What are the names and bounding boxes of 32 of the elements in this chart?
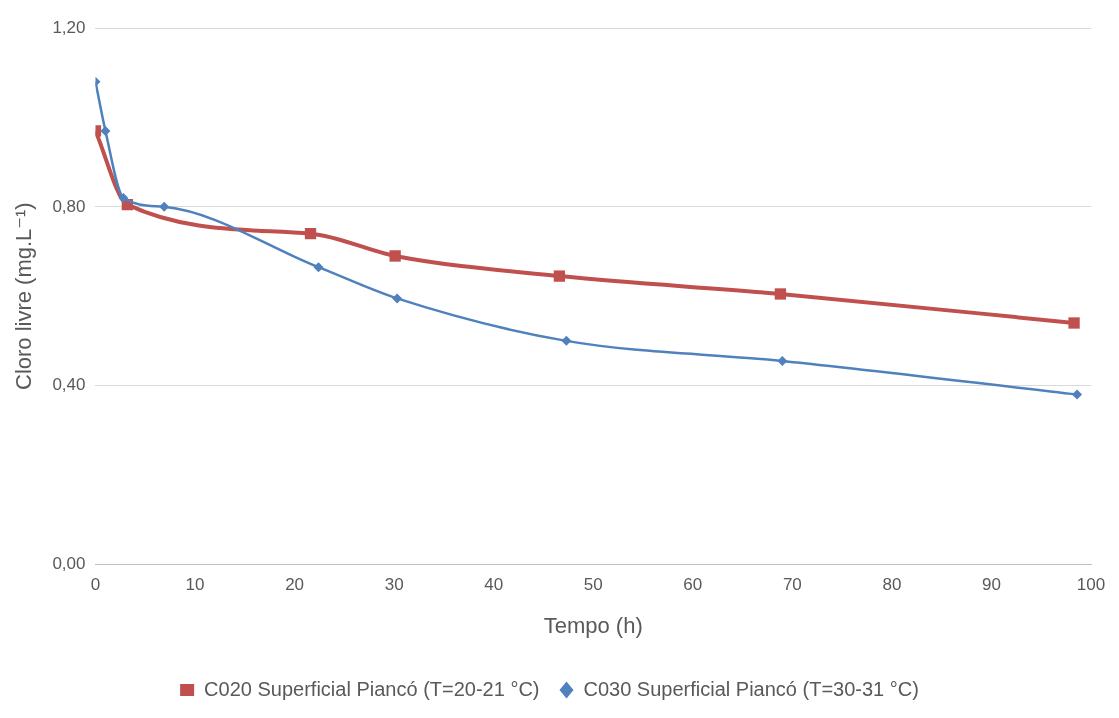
x-tick-label: 70 <box>782 575 802 595</box>
y-tick-label: 0,00 <box>52 553 86 573</box>
point <box>561 335 572 346</box>
point <box>159 201 170 212</box>
x-tick-label: 30 <box>384 575 404 595</box>
y-tick-label: 0,40 <box>52 375 86 395</box>
x-tick-label: 40 <box>484 575 504 595</box>
x-tick-label: 90 <box>981 575 1001 595</box>
point <box>1072 389 1083 400</box>
point <box>100 125 111 136</box>
point <box>118 192 129 203</box>
x-tick-label: 60 <box>683 575 703 595</box>
x-tick-label: 10 <box>185 575 205 595</box>
x-tick-label: 50 <box>583 575 603 595</box>
legend-label: C020 Superficial Piancó (T=20-21 °C) <box>204 677 540 700</box>
x-tick-label: 80 <box>882 575 902 595</box>
point <box>392 293 403 304</box>
point <box>304 228 317 240</box>
legend-label: C030 Superficial Piancó (T=30-31 °C) <box>583 677 919 700</box>
y-axis-title: Cloro livre (mg.L⁻¹) <box>11 202 37 391</box>
x-tick-label: 20 <box>285 575 305 595</box>
point <box>313 262 324 273</box>
y-tick-label: 0,80 <box>52 196 86 216</box>
point <box>389 250 401 262</box>
point <box>1068 317 1080 329</box>
x-tick-label: 0 <box>90 575 101 595</box>
x-tick-label: 100 <box>1076 575 1106 595</box>
y-tick-label: 1,20 <box>52 17 86 37</box>
point <box>774 288 787 300</box>
point <box>553 270 566 282</box>
x-axis-title: Tempo (h) <box>543 612 643 638</box>
point <box>777 355 788 366</box>
